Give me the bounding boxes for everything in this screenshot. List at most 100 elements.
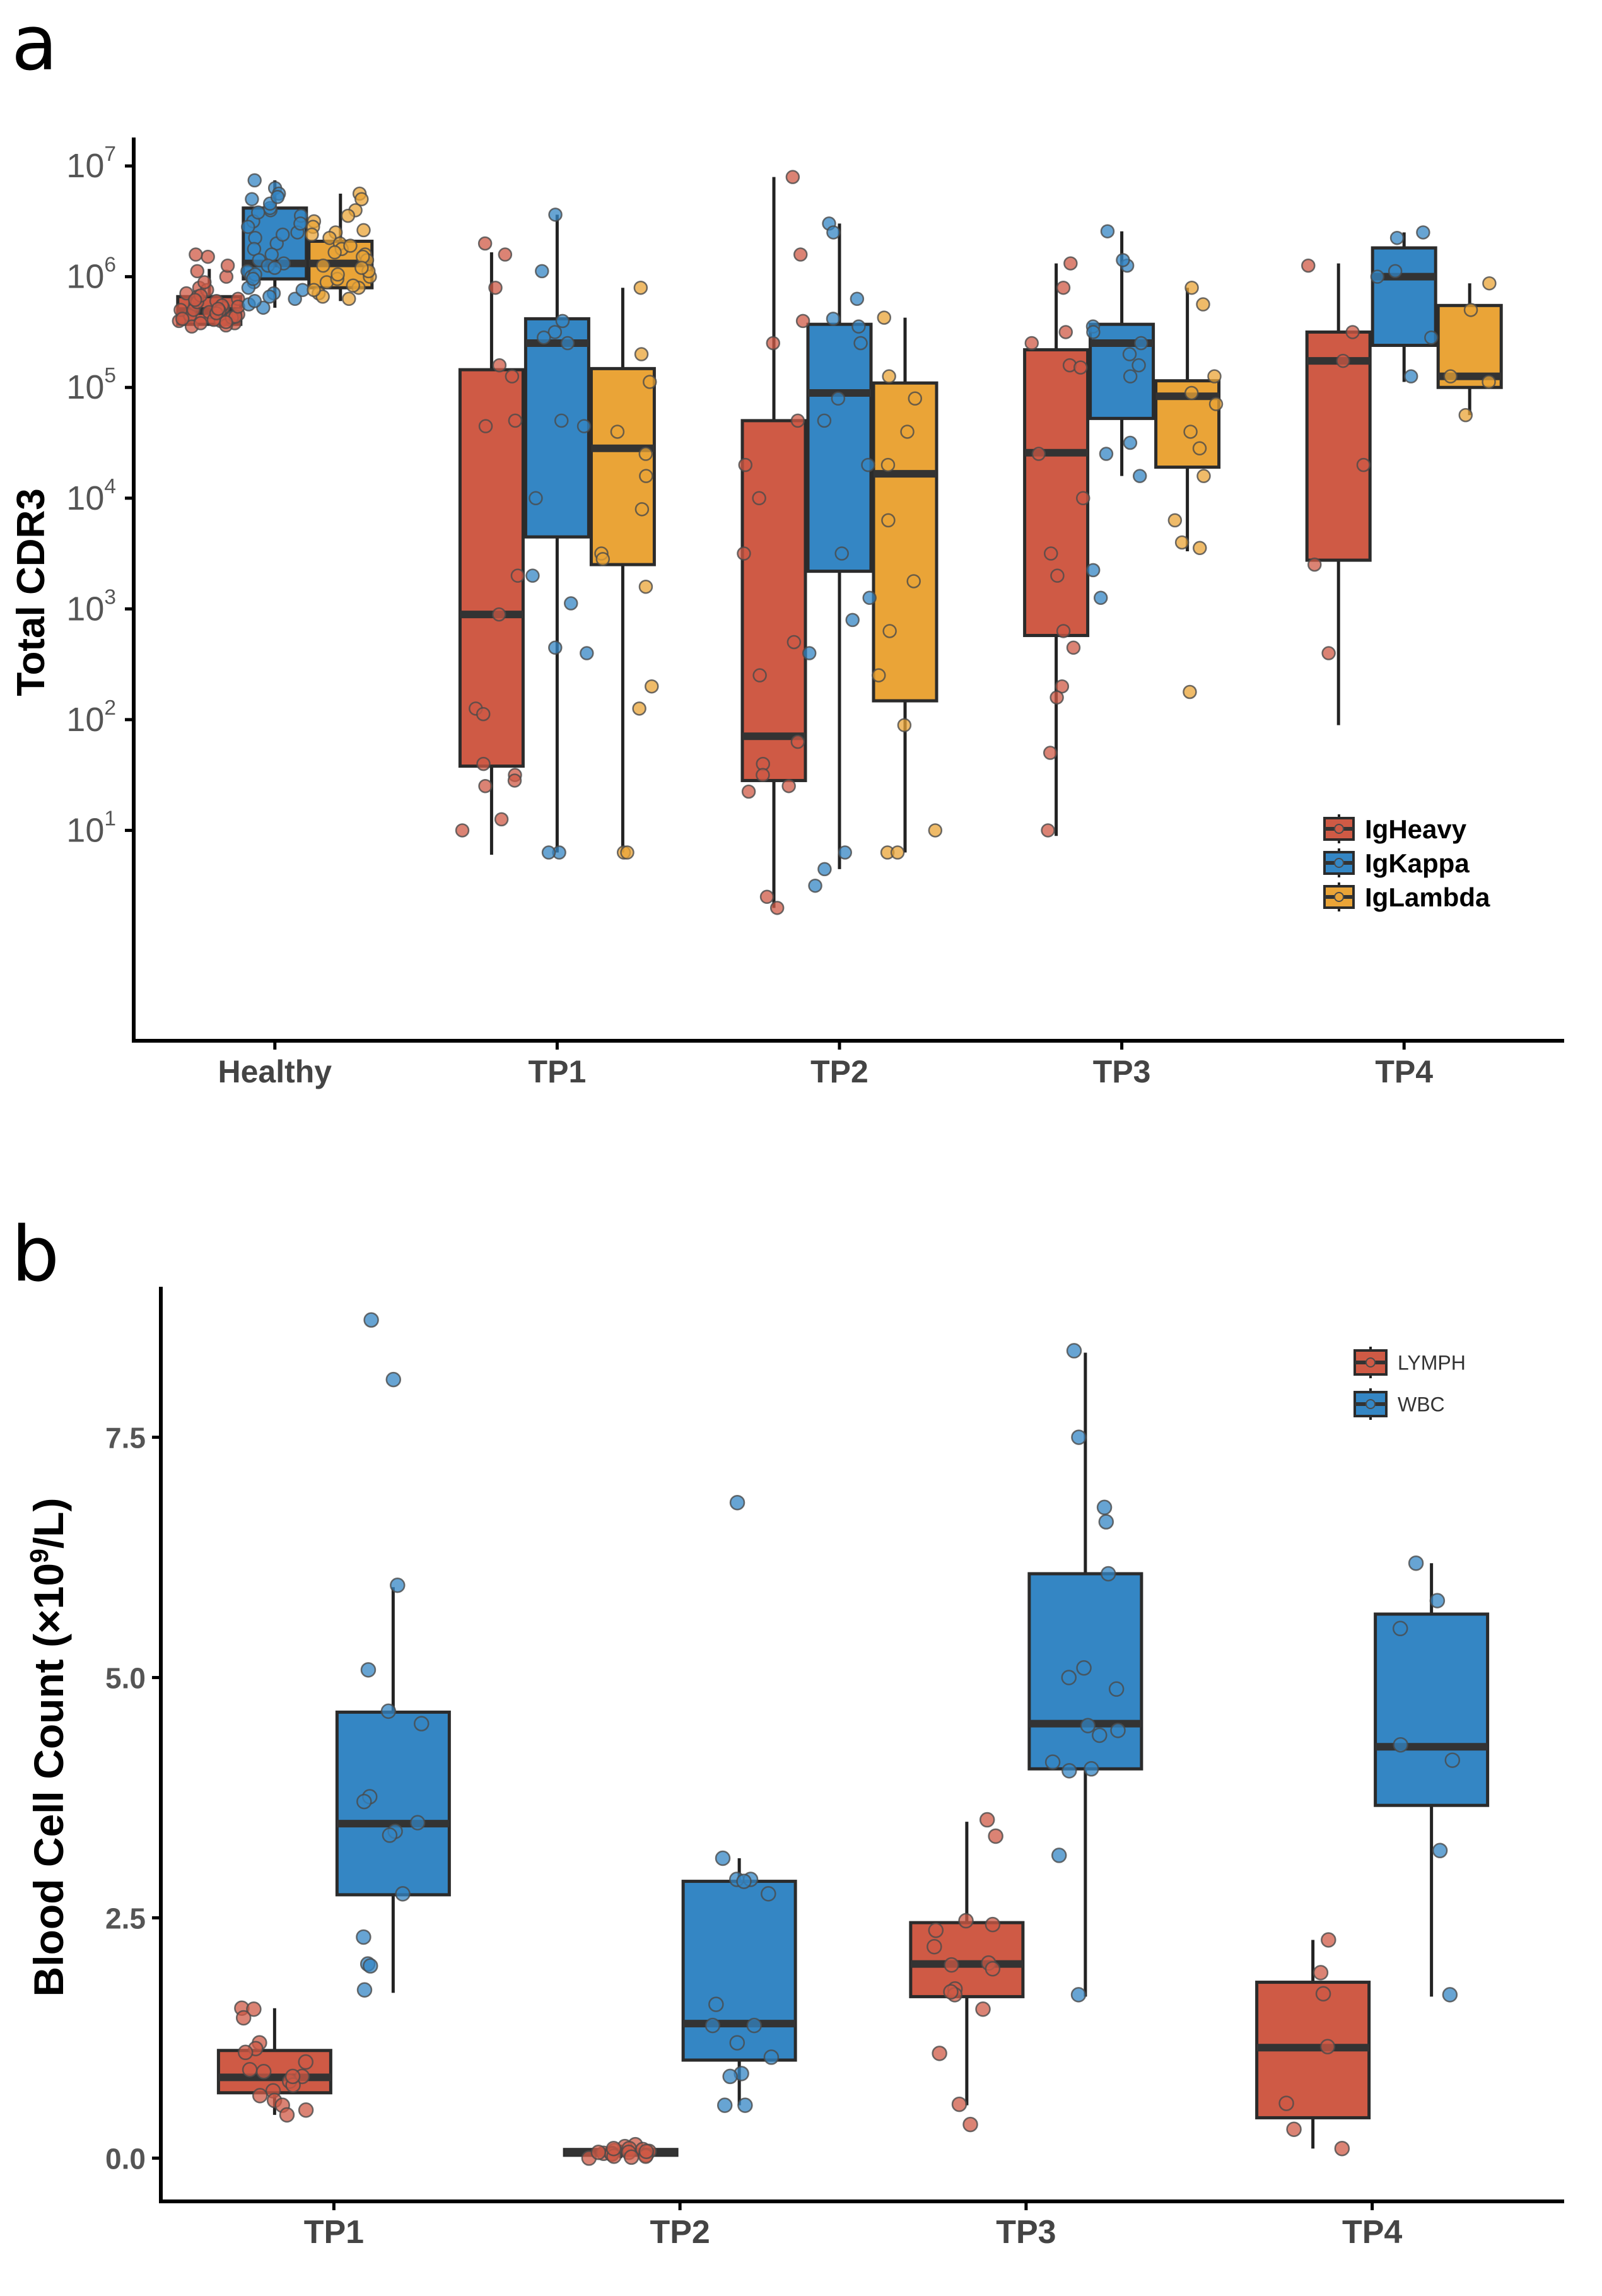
data-point <box>342 291 356 307</box>
data-point <box>560 336 575 351</box>
data-point <box>862 590 877 606</box>
panel-a-label: a <box>11 0 58 88</box>
data-point <box>1063 256 1078 271</box>
data-point <box>298 2054 314 2070</box>
data-point <box>1356 457 1371 472</box>
data-point <box>498 247 513 262</box>
y-tick-label-exponent: 2 <box>104 696 116 720</box>
data-point <box>872 668 886 682</box>
data-point <box>251 205 266 220</box>
data-point <box>1388 264 1403 279</box>
series-lymph <box>216 1822 1371 2158</box>
y-axis-title-exponent: 9 <box>25 1549 54 1563</box>
data-point <box>476 706 491 722</box>
data-point <box>769 901 785 915</box>
data-point <box>1321 646 1336 660</box>
data-point <box>1336 353 1350 368</box>
data-point <box>507 773 522 788</box>
data-point <box>795 313 810 329</box>
data-point <box>1392 1620 1408 1637</box>
data-point <box>307 283 321 297</box>
data-point <box>564 596 578 611</box>
data-point <box>1463 303 1478 317</box>
data-point <box>793 247 808 262</box>
data-point <box>476 756 491 771</box>
data-point <box>932 2046 947 2061</box>
data-point <box>900 425 915 439</box>
data-point <box>1444 1752 1461 1768</box>
box-igheavy <box>1305 330 1372 562</box>
data-point <box>488 280 503 295</box>
data-point <box>927 1938 942 1955</box>
data-point <box>761 1886 776 1902</box>
data-point <box>831 391 846 406</box>
data-point <box>284 2068 301 2085</box>
y-axis-title: Blood Cell Count (×109/L) <box>25 1498 72 1997</box>
legend-point <box>1334 892 1344 902</box>
data-point <box>1183 684 1197 700</box>
data-point <box>354 261 369 275</box>
y-tick-label-exponent: 1 <box>104 807 116 830</box>
data-point <box>897 718 912 732</box>
data-point <box>356 1929 371 1945</box>
data-point <box>790 413 805 428</box>
data-point <box>890 845 905 860</box>
data-point <box>362 1958 378 1974</box>
data-point <box>316 258 330 273</box>
data-point <box>1131 358 1146 373</box>
data-point <box>808 878 822 893</box>
data-point <box>252 2088 268 2104</box>
data-point <box>882 369 896 384</box>
y-tick-label: 103 <box>66 585 116 628</box>
data-point <box>1071 1429 1087 1445</box>
x-tick-label: TP4 <box>1375 1054 1433 1089</box>
data-point <box>1442 1987 1458 2003</box>
data-point <box>634 347 649 361</box>
data-point <box>555 313 570 329</box>
box-lymph <box>909 1921 1025 1998</box>
data-point <box>380 1703 397 1719</box>
data-point <box>623 2149 640 2165</box>
data-point <box>356 223 371 238</box>
data-point <box>763 2049 780 2065</box>
panel-b-label: b <box>11 1211 60 1299</box>
box-iglambda <box>589 366 656 566</box>
data-point <box>187 293 202 307</box>
data-point <box>979 1812 995 1828</box>
data-point <box>298 2102 314 2118</box>
data-point <box>1070 1987 1087 2003</box>
data-point <box>634 502 650 517</box>
data-point <box>645 679 659 694</box>
points-igheavy <box>172 170 1371 915</box>
data-point <box>834 546 849 561</box>
data-point <box>756 768 770 782</box>
box-igkappa <box>1371 246 1437 348</box>
data-point <box>928 823 943 838</box>
data-point <box>1443 369 1458 384</box>
data-point <box>638 447 653 461</box>
legend: LYMPH WBC <box>1354 1347 1466 1420</box>
data-point <box>786 635 802 650</box>
data-point <box>363 1312 379 1328</box>
data-point <box>1080 1718 1096 1733</box>
x-tick-label: TP4 <box>1342 2214 1402 2251</box>
y-tick-label: 5.0 <box>105 1662 146 1695</box>
data-point <box>838 845 852 860</box>
data-point <box>341 208 356 223</box>
points-iglambda <box>305 186 1497 860</box>
data-point <box>1049 690 1064 705</box>
data-point <box>1098 1514 1114 1530</box>
data-point <box>908 391 923 406</box>
data-point <box>1084 1761 1099 1777</box>
y-tick-label-exponent: 3 <box>104 585 116 609</box>
data-point <box>1101 1566 1116 1582</box>
box-igheavy <box>1023 348 1090 637</box>
y-tick-label: 101 <box>66 807 116 849</box>
x-tick-label: TP3 <box>1093 1054 1151 1089</box>
data-point <box>1458 407 1473 423</box>
y-tick-label-exponent: 5 <box>104 364 116 387</box>
data-point <box>525 568 540 583</box>
data-point <box>1482 375 1496 389</box>
data-point <box>1086 325 1101 339</box>
